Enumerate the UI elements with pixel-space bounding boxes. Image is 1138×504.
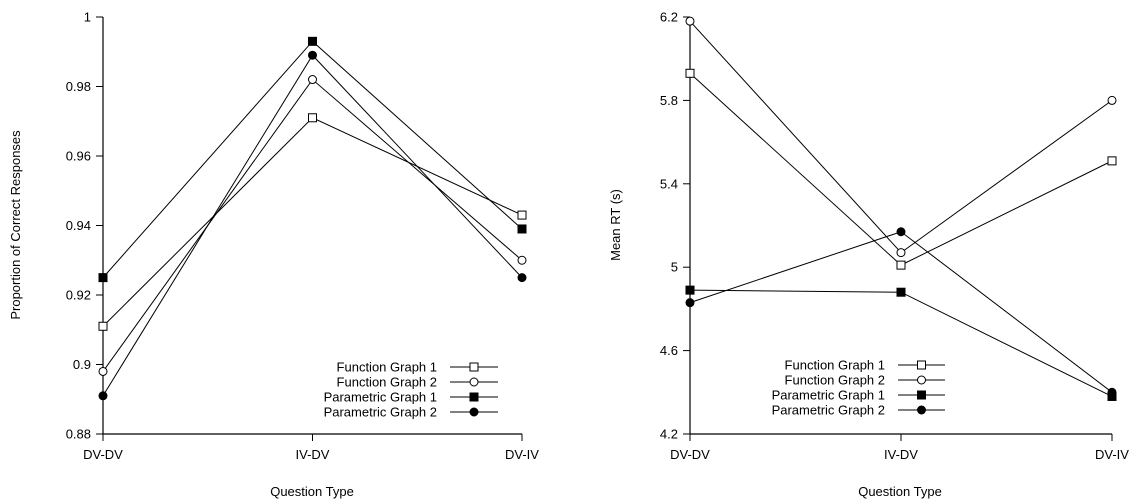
legend-label: Parametric Graph 2 — [772, 403, 885, 418]
data-point — [308, 50, 317, 60]
y-tick-label: 0.92 — [66, 288, 91, 303]
data-point — [896, 248, 906, 258]
series-line-1 — [102, 117, 523, 327]
series-line-2 — [689, 20, 1113, 254]
y-tick-label: 0.94 — [66, 218, 91, 233]
series-line-2 — [102, 78, 523, 372]
data-point — [896, 227, 906, 237]
y-axis-title: Mean RT (s) — [608, 189, 623, 261]
series-line-3 — [689, 289, 1113, 397]
data-point — [517, 210, 527, 220]
data-point — [98, 366, 108, 376]
series-line-1 — [689, 72, 1113, 266]
x-tick-label: DV-IV — [1095, 447, 1129, 462]
x-tick-label: IV-DV — [884, 447, 918, 462]
y-tick-label: 5.8 — [660, 93, 678, 108]
data-point — [685, 68, 695, 78]
y-tick-label: 5 — [671, 260, 678, 275]
y-tick-label: 0.96 — [66, 149, 91, 164]
legend-marker — [469, 392, 479, 402]
data-point — [685, 298, 695, 308]
chart-2: 4.2 4.6 5 5.4 5.8 6.2 DV-DV IV-DV DV-IV Question … — [608, 10, 1129, 500]
x-tick-label: DV-DV — [670, 447, 710, 462]
data-point — [1107, 387, 1117, 397]
legend-marker — [917, 390, 926, 400]
legend-label: Function Graph 1 — [337, 360, 437, 375]
data-point — [98, 391, 108, 401]
y-tick-label: 0.88 — [66, 427, 91, 442]
y-tick-label: 0.9 — [73, 357, 91, 372]
y-tick-label: 1 — [84, 10, 91, 25]
legend-label: Parametric Graph 2 — [324, 405, 437, 420]
data-point — [308, 75, 317, 85]
x-axis-title: Question Type — [858, 484, 942, 499]
legend-label: Parametric Graph 1 — [772, 388, 885, 403]
data-point — [98, 321, 108, 331]
y-tick-label: 5.4 — [660, 176, 678, 191]
data-point — [1107, 95, 1117, 105]
legend-marker — [469, 362, 479, 372]
y-tick-label: 4.6 — [660, 343, 678, 358]
legend-label: Function Graph 1 — [785, 358, 885, 373]
legend-marker — [917, 405, 926, 415]
x-tick-label: IV-DV — [296, 447, 330, 462]
y-tick-label: 6.2 — [660, 10, 678, 25]
y-axis-title: Proportion of Correct Responses — [8, 130, 23, 320]
chart-1: 0.88 0.9 0.92 0.94 0.96 0.98 1 DV-DV IV-DV DV-IV Q… — [8, 10, 539, 500]
legend-label: Parametric Graph 1 — [324, 390, 437, 405]
data-point — [98, 273, 108, 283]
legend-marker — [469, 377, 479, 387]
series-line-4 — [102, 54, 523, 397]
data-point — [685, 16, 695, 26]
legend-marker — [469, 407, 479, 417]
data-point — [517, 255, 527, 265]
data-point — [685, 285, 695, 295]
data-point — [517, 273, 527, 283]
x-tick-label: DV-IV — [505, 447, 539, 462]
legend-marker — [917, 360, 926, 370]
data-point — [308, 113, 317, 123]
legend-label: Function Graph 2 — [337, 375, 437, 390]
x-tick-label: DV-DV — [83, 447, 123, 462]
legend-marker — [917, 375, 926, 385]
data-point — [896, 287, 906, 297]
x-axis-title: Question Type — [270, 484, 354, 499]
data-point — [517, 224, 527, 234]
y-tick-label: 4.2 — [660, 427, 678, 442]
y-tick-label: 0.98 — [66, 79, 91, 94]
data-point — [308, 36, 317, 46]
legend-label: Function Graph 2 — [785, 373, 885, 388]
data-point — [896, 260, 906, 270]
data-point — [1107, 156, 1117, 166]
